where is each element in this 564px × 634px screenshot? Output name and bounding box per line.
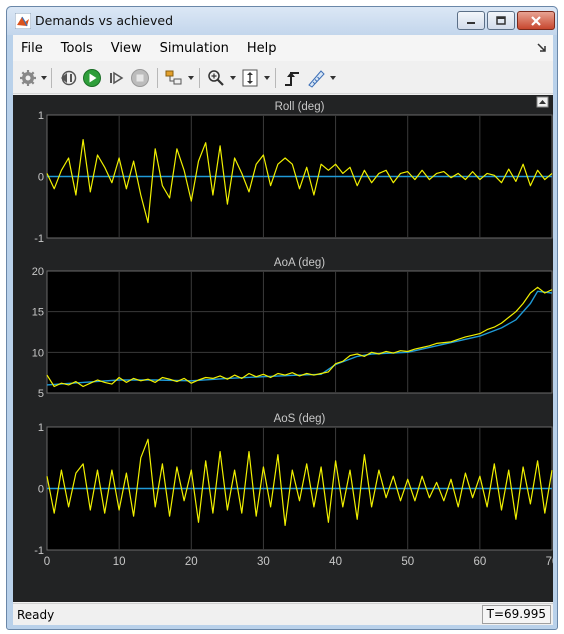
series-line-achieved — [46, 438, 553, 526]
status-ready-text: Ready — [17, 608, 55, 622]
series-line-achieved — [46, 138, 553, 224]
simulation-time: T=69.995 — [481, 605, 551, 624]
step-forward-button[interactable] — [105, 66, 127, 90]
y-tick-label: 0 — [38, 484, 44, 496]
status-bar: Ready T=69.995 — [13, 603, 553, 625]
menu-help[interactable]: Help — [246, 40, 277, 56]
stop-button[interactable] — [129, 66, 151, 90]
scale-axes-button[interactable] — [239, 66, 261, 90]
close-button[interactable] — [517, 11, 555, 30]
menu-view[interactable]: View — [110, 40, 142, 56]
step-back-icon — [61, 70, 77, 86]
highlight-block-button[interactable] — [163, 66, 185, 90]
series-line-demand — [46, 290, 553, 386]
x-tick-label: 60 — [473, 556, 486, 568]
triggers-button[interactable] — [281, 66, 303, 90]
maximize-button[interactable] — [487, 11, 515, 30]
step-back-button[interactable] — [57, 66, 79, 90]
x-tick-label: 50 — [401, 556, 414, 568]
window-title: Demands vs achieved — [35, 13, 174, 28]
y-tick-label: 1 — [38, 422, 44, 434]
step-forward-icon — [110, 71, 124, 85]
undock-panel-button[interactable] — [536, 96, 549, 108]
x-tick-label: 10 — [113, 556, 126, 568]
run-button[interactable] — [81, 66, 103, 90]
plot-area-2[interactable] — [46, 270, 553, 394]
minimize-button[interactable] — [457, 11, 485, 30]
y-tick-label: -1 — [34, 233, 44, 245]
zoom-button[interactable] — [205, 66, 227, 90]
y-tick-label: 1 — [38, 110, 44, 122]
x-tick-label: 40 — [329, 556, 342, 568]
series-line-achieved — [46, 286, 553, 388]
matlab-icon — [15, 13, 31, 29]
y-tick-label: -1 — [34, 545, 44, 557]
settings-dropdown-icon[interactable] — [41, 76, 47, 80]
undock-arrow-icon[interactable] — [537, 43, 547, 53]
x-tick-label: 70 — [546, 556, 553, 568]
menu-simulation[interactable]: Simulation — [159, 40, 229, 56]
menu-bar: File Tools View Simulation Help — [13, 35, 553, 61]
y-tick-label: 10 — [32, 347, 44, 359]
y-tick-label: 15 — [32, 307, 44, 319]
x-tick-label: 20 — [185, 556, 198, 568]
title-bar[interactable]: Demands vs achieved — [7, 7, 557, 35]
scale-dropdown-icon[interactable] — [264, 76, 270, 80]
y-tick-label: 0 — [38, 172, 44, 184]
settings-icon — [20, 70, 36, 86]
stop-icon — [131, 69, 149, 87]
zoom-dropdown-icon[interactable] — [230, 76, 236, 80]
minimize-icon — [467, 21, 475, 24]
scope-window: Demands vs achieved File Tools View Simu… — [6, 6, 558, 630]
menu-tools[interactable]: Tools — [60, 40, 93, 56]
run-icon — [83, 69, 101, 87]
triggers-icon — [285, 72, 299, 86]
x-tick-label: 30 — [257, 556, 270, 568]
scope-display-area: 1 0 -1 Roll (deg) 20 15 10 5 AoA (deg) 1 0 -1 AoS (d… — [13, 95, 553, 602]
highlight-block-icon — [165, 70, 182, 85]
settings-button[interactable] — [17, 66, 39, 90]
zoom-icon — [208, 70, 224, 86]
y-tick-label: 20 — [32, 266, 44, 278]
toolbar — [13, 62, 553, 94]
client-area: File Tools View Simulation Help — [13, 35, 553, 625]
plot-title: AoS (deg) — [274, 413, 326, 425]
menu-file[interactable]: File — [21, 40, 43, 56]
x-tick-label: 0 — [44, 556, 50, 568]
maximize-icon — [496, 15, 506, 25]
plot-title: Roll (deg) — [275, 101, 325, 113]
scale-axes-icon — [242, 69, 258, 87]
plot-title: AoA (deg) — [274, 257, 325, 269]
highlight-dropdown-icon[interactable] — [188, 76, 194, 80]
measurements-dropdown-icon[interactable] — [330, 76, 336, 80]
measurements-icon — [308, 70, 325, 88]
close-icon — [531, 15, 541, 26]
y-tick-label: 5 — [38, 388, 44, 400]
measurements-button[interactable] — [305, 66, 327, 90]
